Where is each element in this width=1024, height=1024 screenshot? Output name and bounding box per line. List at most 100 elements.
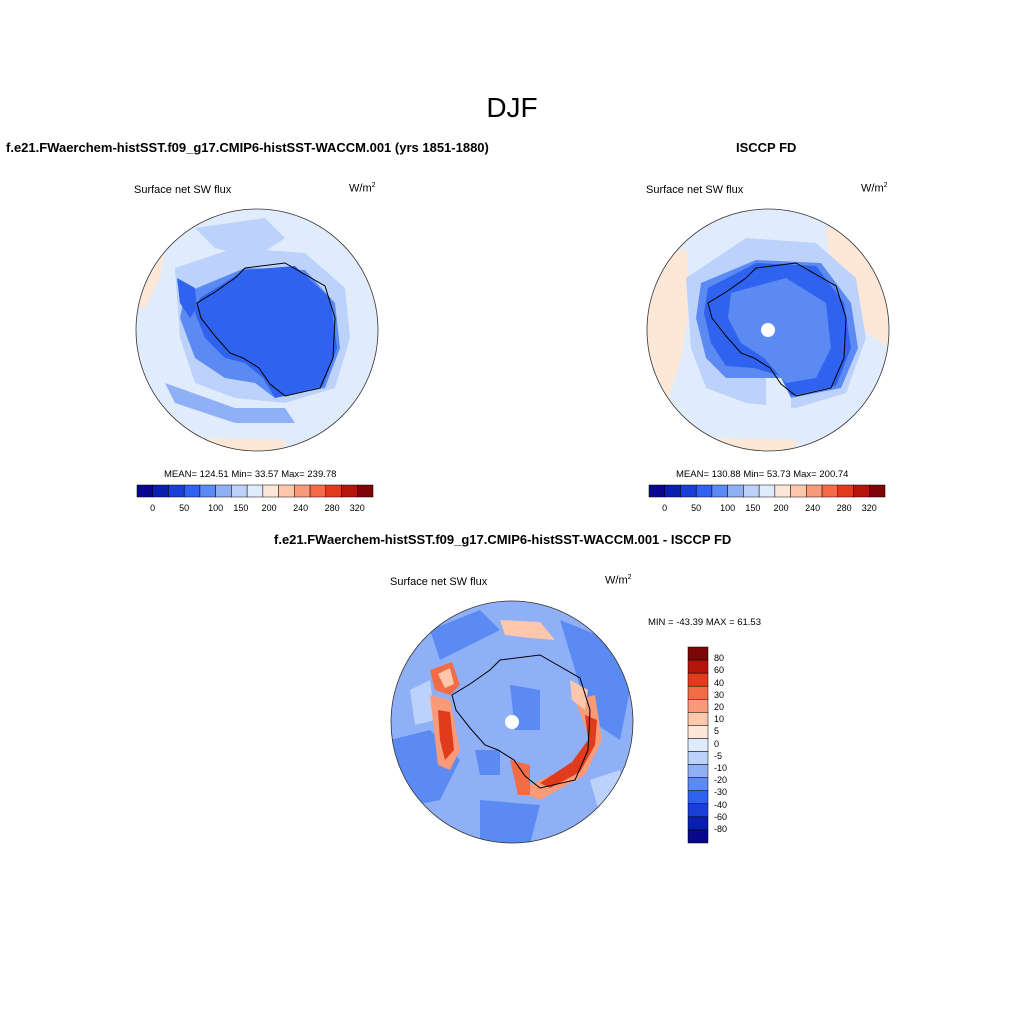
colorbar-cell [309,484,327,498]
panel1-coastline [196,262,336,397]
panel3-colorbar-labels: 80 60 40 30 20 10 5 0 -5 -10 -20 -30 -40… [714,647,754,843]
colorbar-cell [183,484,201,498]
colorbar-cell [294,484,311,498]
colorbar-cell [341,484,358,498]
panel2-pole-hole [761,323,775,337]
panel3-stats: MIN = -43.39 MAX = 61.53 [648,617,762,628]
panel1-colorbar-labels: 0 50 100 150 200 240 280 320 [137,503,373,515]
panel1-stats: MEAN= 124.51 Min= 33.57 Max= 239.78 [164,469,337,480]
panel3-units-label: W/m2 [605,574,632,587]
panel2-units-label: W/m2 [861,182,888,195]
colorbar-cell [246,484,264,498]
panel2-colorbar-labels: 0 50 100 150 200 240 280 320 [649,503,885,515]
panel1-cb-label: 320 [349,503,365,513]
colorbar-cell [790,484,807,498]
panel3-cb-label: 0 [714,739,720,749]
colorbar-cell [853,484,870,498]
colorbar-cell [821,484,839,498]
colorbar-cell [136,484,153,498]
colorbar-cell [152,484,169,498]
colorbar-cell [278,484,295,498]
panel2-cb-label: 50 [691,503,702,513]
colorbar-cell [687,712,709,726]
panel3-cb-label: 10 [714,714,725,724]
panel3-cb-label: 5 [714,726,720,736]
panel3-polar-map [390,600,634,844]
colorbar-cell [215,484,232,498]
panel1-cb-label: 200 [261,503,277,513]
colorbar-cell [325,484,342,498]
panel3-cb-label: -80 [714,824,728,834]
panel3-variable-label: Surface net SW flux [390,576,488,588]
panel2-cb-label: 280 [836,503,852,513]
panel1-colorbar [136,484,374,498]
colorbar-cell [687,764,709,778]
colorbar-cell [262,484,279,498]
panel3-cb-label: -20 [714,775,728,785]
colorbar-cell [648,484,665,498]
panel3-colorbar [687,646,709,844]
panel2-cb-label: 200 [773,503,789,513]
panel2-cb-label: 100 [720,503,736,513]
colorbar-cell [806,484,823,498]
panel2-stats: MEAN= 130.88 Min= 53.73 Max= 200.74 [676,469,849,480]
panel3-cb-label: 40 [714,678,725,688]
panel2-coastline [707,262,847,397]
colorbar-cell [687,777,709,791]
colorbar-cell [687,699,709,713]
colorbar-cell [711,484,728,498]
colorbar-cell [727,484,744,498]
colorbar-cell [687,685,709,700]
panel1-polar-map [135,208,379,452]
panel3-cb-label: -30 [714,787,728,797]
panel2-variable-label: Surface net SW flux [646,184,744,196]
panel1-cb-label: 50 [179,503,190,513]
panel1-cb-label: 150 [233,503,249,513]
panel3-cb-label: -60 [714,812,728,822]
colorbar-cell [680,484,697,498]
colorbar-cell [687,659,709,674]
panel3-cb-label: 60 [714,665,725,675]
figure-title: DJF [486,92,538,123]
panel1-units-label: W/m2 [349,182,376,195]
colorbar-cell [664,484,681,498]
panel2-cb-label: 150 [745,503,761,513]
panel3-cb-label: 20 [714,702,725,712]
panel3-cb-label: -40 [714,800,728,810]
panel3-pole-hole [505,715,519,729]
panel3-cb-label: 80 [714,653,725,663]
panel2-title: ISCCP FD [736,140,797,155]
panel3-cb-label: -5 [714,751,723,761]
colorbar-cell [758,484,776,498]
panel1-cb-label: 240 [293,503,309,513]
colorbar-cell [687,803,709,818]
colorbar-cell [168,484,185,498]
panel3-title: f.e21.FWaerchem-histSST.f09_g17.CMIP6-hi… [274,532,732,547]
colorbar-cell [695,484,713,498]
panel2-cb-label: 240 [805,503,821,513]
panel3-cb-label: -10 [714,763,728,773]
colorbar-cell [687,646,709,661]
colorbar-cell [774,484,791,498]
colorbar-cell [357,484,374,498]
colorbar-cell [687,816,709,831]
panel1-title: f.e21.FWaerchem-histSST.f09_g17.CMIP6-hi… [6,140,489,155]
colorbar-cell [231,484,248,498]
colorbar-cell [837,484,854,498]
panel2-cb-label: 0 [662,503,668,513]
colorbar-cell [687,738,709,752]
panel1-cb-label: 280 [324,503,340,513]
panel1-variable-label: Surface net SW flux [134,184,232,196]
panel3-cb-label: 30 [714,690,725,700]
colorbar-cell [687,790,709,805]
colorbar-cell [687,751,709,765]
panel2-polar-map [646,208,890,452]
panel3-coastline [451,654,591,789]
colorbar-cell [687,672,709,687]
colorbar-cell [199,484,216,498]
panel1-cb-label: 100 [208,503,224,513]
colorbar-cell [687,725,709,739]
panel1-cb-label: 0 [150,503,156,513]
panel2-colorbar [648,484,886,498]
panel2-cb-label: 320 [861,503,877,513]
